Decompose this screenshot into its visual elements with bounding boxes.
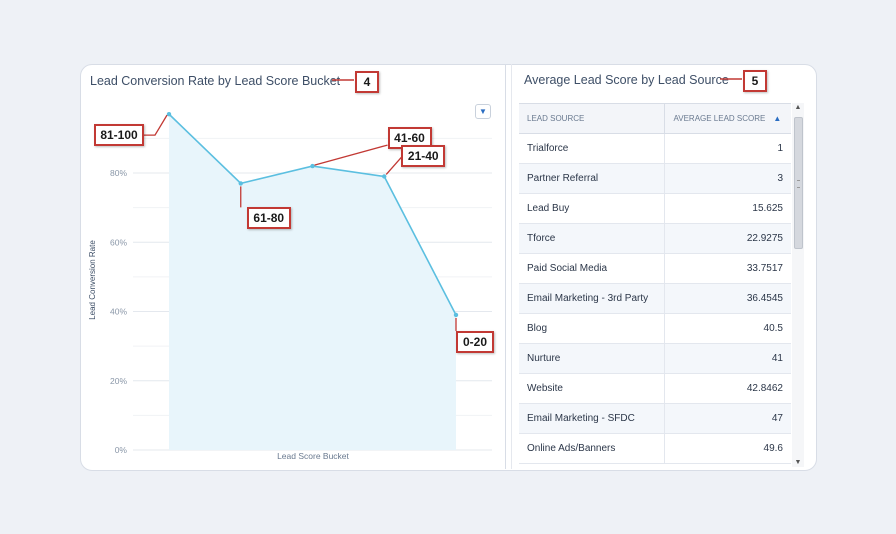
- y-tick-label: 60%: [110, 237, 127, 247]
- table-row[interactable]: Website 42.8462: [519, 373, 791, 404]
- data-point[interactable]: [238, 181, 243, 186]
- cell-lead-source: Online Ads/Banners: [519, 433, 664, 464]
- panel-divider-secondary: [511, 64, 512, 469]
- callout-leader-line: [314, 144, 388, 166]
- cell-average-lead-score: 1: [663, 133, 791, 164]
- column-header-lead-source[interactable]: LEAD SOURCE: [519, 103, 664, 134]
- data-point[interactable]: [166, 111, 172, 117]
- lead-source-table: LEAD SOURCE AVERAGE LEAD SCORE ▲ Trialfor…: [519, 103, 791, 464]
- point-callout: 0-20: [456, 330, 494, 353]
- callout-connector-4: [332, 79, 354, 81]
- cell-lead-source: Email Marketing - 3rd Party: [519, 283, 664, 314]
- table-row[interactable]: Blog 40.5: [519, 313, 791, 344]
- point-callout: 81-100: [94, 124, 144, 147]
- x-axis-label: Lead Score Bucket: [277, 451, 349, 461]
- sort-ascending-icon[interactable]: ▲: [773, 114, 782, 123]
- scroll-down-icon[interactable]: ▼: [794, 459, 802, 466]
- cell-average-lead-score: 3: [663, 163, 791, 194]
- point-callout: 61-80: [246, 207, 291, 230]
- callout-leaders: [144, 114, 457, 331]
- scroll-up-icon[interactable]: ▲: [794, 104, 802, 111]
- cell-average-lead-score: 15.625: [663, 193, 791, 224]
- data-point[interactable]: [453, 312, 459, 318]
- table-row[interactable]: Lead Buy 15.625: [519, 193, 791, 224]
- cell-lead-source: Tforce: [519, 223, 664, 254]
- column-header-average-lead-score[interactable]: AVERAGE LEAD SCORE ▲: [663, 103, 791, 134]
- y-tick-label: 0%: [115, 445, 128, 455]
- callout-connector-5: [720, 78, 742, 80]
- cell-lead-source: Email Marketing - SFDC: [519, 403, 664, 434]
- table-row[interactable]: Trialforce 1: [519, 133, 791, 164]
- data-point[interactable]: [310, 163, 315, 169]
- table-row[interactable]: Email Marketing - 3rd Party 36.4545: [519, 283, 791, 314]
- cell-average-lead-score: 36.4545: [663, 283, 791, 314]
- cell-average-lead-score: 49.6: [663, 433, 791, 464]
- grip-icon: [797, 180, 800, 188]
- y-axis-ticks: 0% 20% 40% 60% 80%: [110, 168, 127, 455]
- scrollbar-thumb[interactable]: [794, 117, 803, 249]
- table-header-row: LEAD SOURCE AVERAGE LEAD SCORE ▲: [519, 103, 791, 134]
- y-tick-label: 20%: [110, 376, 127, 386]
- panel-divider: [505, 64, 506, 469]
- chart-menu-dropdown[interactable]: ▼: [475, 104, 491, 119]
- table-title: Average Lead Score by Lead Source: [524, 73, 729, 87]
- cell-average-lead-score: 40.5: [663, 313, 791, 344]
- cell-lead-source: Trialforce: [519, 133, 664, 164]
- point-callout: 21-40: [401, 145, 446, 168]
- callout-leader-line: [385, 157, 402, 175]
- cell-lead-source: Blog: [519, 313, 664, 344]
- cell-lead-source: Partner Referral: [519, 163, 664, 194]
- cell-average-lead-score: 41: [663, 343, 791, 374]
- cell-lead-source: Paid Social Media: [519, 253, 664, 284]
- cell-average-lead-score: 33.7517: [663, 253, 791, 284]
- table-row[interactable]: Email Marketing - SFDC 47: [519, 403, 791, 434]
- cell-lead-source: Website: [519, 373, 664, 404]
- y-axis-label: Lead Conversion Rate: [88, 240, 97, 320]
- y-tick-label: 40%: [110, 307, 127, 317]
- table-row[interactable]: Online Ads/Banners 49.6: [519, 433, 791, 464]
- table-scrollbar[interactable]: ▲ ▼: [792, 103, 804, 467]
- callout-badge-5: 5: [743, 70, 767, 92]
- data-point[interactable]: [382, 174, 387, 179]
- chart-title: Lead Conversion Rate by Lead Score Bucke…: [90, 74, 341, 88]
- table-row[interactable]: Partner Referral 3: [519, 163, 791, 194]
- cell-lead-source: Nurture: [519, 343, 664, 374]
- cell-average-lead-score: 22.9275: [663, 223, 791, 254]
- table-row[interactable]: Paid Social Media 33.7517: [519, 253, 791, 284]
- cell-average-lead-score: 47: [663, 403, 791, 434]
- chart-points: [166, 111, 459, 318]
- callout-badge-4: 4: [355, 71, 379, 93]
- table-row[interactable]: Tforce 22.9275: [519, 223, 791, 254]
- y-tick-label: 80%: [110, 168, 127, 178]
- callout-leader-line: [144, 114, 168, 136]
- cell-lead-source: Lead Buy: [519, 193, 664, 224]
- cell-average-lead-score: 42.8462: [663, 373, 791, 404]
- table-row[interactable]: Nurture 41: [519, 343, 791, 374]
